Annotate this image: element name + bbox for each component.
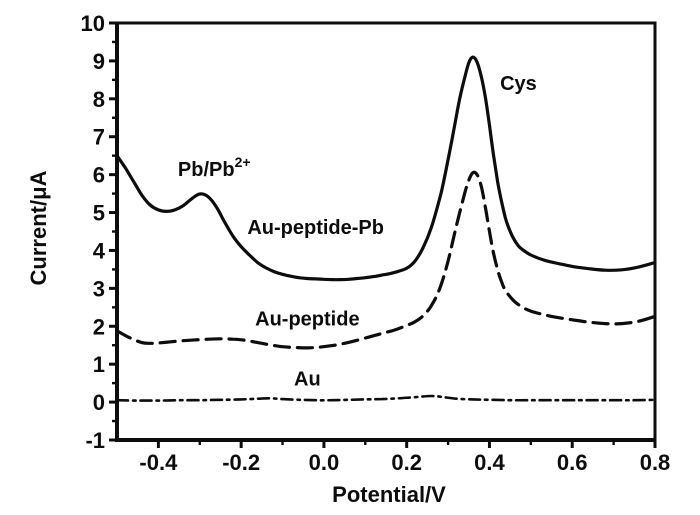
x-tick-label: 0.6 xyxy=(557,450,588,475)
plot-frame xyxy=(115,21,657,442)
curves xyxy=(115,55,657,402)
y-tick-label: 2 xyxy=(93,314,105,339)
x-tick-label: 0.4 xyxy=(474,450,505,475)
y-axis-title: Current/μA xyxy=(26,170,51,285)
frame-box xyxy=(115,21,657,442)
y-tick-label: 6 xyxy=(93,163,105,188)
y-tick-label: 5 xyxy=(93,201,105,226)
curve-labels: Pb/Pb2+ Au-peptide-Pb Cys Au-peptide Au xyxy=(178,73,537,391)
y-tick-label: 9 xyxy=(93,49,105,74)
y-tick-label: 0 xyxy=(93,390,105,415)
x-tick-label: -0.4 xyxy=(139,450,178,475)
series-au-peptide-pb xyxy=(115,55,657,282)
curve-label-cys: Cys xyxy=(500,73,537,95)
y-tick-label: -1 xyxy=(85,428,105,453)
y-tick-label: 8 xyxy=(93,87,105,112)
curve-label-au: Au xyxy=(294,369,321,391)
chart-generated-content: -0.4 -0.2 0.0 0.2 0.4 0.6 0.8 -1 0 1 2 3 4 5 6 7 8 9 10 Pb/… xyxy=(81,11,671,475)
series-au-peptide xyxy=(115,170,657,350)
y-tick-label: 10 xyxy=(81,11,105,36)
curve-label-au-peptide: Au-peptide xyxy=(255,309,359,331)
y-tick-label: 3 xyxy=(93,276,105,301)
y-tick-labels: -1 0 1 2 3 4 5 6 7 8 9 10 xyxy=(81,11,106,453)
x-tick-label: 0.2 xyxy=(391,450,422,475)
series-au xyxy=(115,394,657,402)
x-axis-title: Potential/V xyxy=(332,482,446,507)
superscript: 2+ xyxy=(235,154,251,170)
x-tick-label: 0.8 xyxy=(640,450,671,475)
x-tick-label: 0.0 xyxy=(309,450,340,475)
y-tick-label: 4 xyxy=(93,238,106,263)
y-tick-label: 7 xyxy=(93,125,105,150)
x-tick-label: -0.2 xyxy=(222,450,260,475)
x-tick-labels: -0.4 -0.2 0.0 0.2 0.4 0.6 0.8 xyxy=(139,450,670,475)
y-tick-label: 1 xyxy=(93,352,105,377)
curve-label-au-peptide-pb: Au-peptide-Pb xyxy=(247,217,384,239)
curve-label-pb-pb: Pb/Pb2+ xyxy=(178,154,251,181)
